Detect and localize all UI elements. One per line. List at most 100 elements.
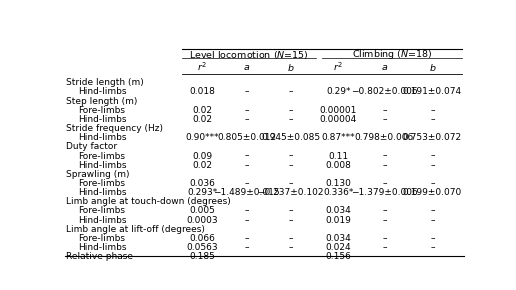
Text: 0.293*: 0.293* xyxy=(187,188,218,197)
Text: –: – xyxy=(244,161,249,170)
Text: 0.156: 0.156 xyxy=(326,252,351,261)
Text: –: – xyxy=(288,216,293,225)
Text: –: – xyxy=(382,106,386,115)
Text: Relative phase: Relative phase xyxy=(67,252,134,261)
Text: –: – xyxy=(382,234,386,243)
Text: Hind-limbs: Hind-limbs xyxy=(78,188,127,197)
Text: Level locomotion ($N$=15): Level locomotion ($N$=15) xyxy=(189,49,309,61)
Text: 0.024: 0.024 xyxy=(326,243,351,252)
Text: –: – xyxy=(382,206,386,215)
Text: –: – xyxy=(430,152,434,161)
Text: –: – xyxy=(382,115,386,124)
Text: $r^2$: $r^2$ xyxy=(198,61,207,73)
Text: Sprawling (m): Sprawling (m) xyxy=(67,170,130,179)
Text: Hind-limbs: Hind-limbs xyxy=(78,133,127,142)
Text: 0.036: 0.036 xyxy=(189,179,215,188)
Text: –: – xyxy=(244,88,249,97)
Text: 0.034: 0.034 xyxy=(326,206,351,215)
Text: −1.489±0.015: −1.489±0.015 xyxy=(213,188,280,197)
Text: 0.29*: 0.29* xyxy=(326,88,351,97)
Text: –: – xyxy=(288,243,293,252)
Text: $a$: $a$ xyxy=(381,63,388,72)
Text: 0.018: 0.018 xyxy=(189,88,215,97)
Text: –: – xyxy=(244,252,249,261)
Text: –: – xyxy=(382,179,386,188)
Text: –: – xyxy=(288,152,293,161)
Text: –: – xyxy=(430,106,434,115)
Text: 0.798±0.006: 0.798±0.006 xyxy=(355,133,414,142)
Text: 0.0003: 0.0003 xyxy=(187,216,218,225)
Text: $b$: $b$ xyxy=(429,62,436,73)
Text: –: – xyxy=(430,234,434,243)
Text: –: – xyxy=(244,106,249,115)
Text: –: – xyxy=(430,243,434,252)
Text: Hind-limbs: Hind-limbs xyxy=(78,115,127,124)
Text: 0.336*: 0.336* xyxy=(323,188,353,197)
Text: Duty factor: Duty factor xyxy=(67,142,118,151)
Text: –: – xyxy=(382,216,386,225)
Text: –: – xyxy=(288,252,293,261)
Text: –: – xyxy=(430,161,434,170)
Text: 0.005: 0.005 xyxy=(189,206,215,215)
Text: Hind-limbs: Hind-limbs xyxy=(78,243,127,252)
Text: 0.11: 0.11 xyxy=(328,152,348,161)
Text: Fore-limbs: Fore-limbs xyxy=(78,152,125,161)
Text: –: – xyxy=(244,179,249,188)
Text: Fore-limbs: Fore-limbs xyxy=(78,106,125,115)
Text: –: – xyxy=(244,243,249,252)
Text: –: – xyxy=(244,234,249,243)
Text: –: – xyxy=(288,161,293,170)
Text: Climbing ($N$=18): Climbing ($N$=18) xyxy=(352,48,433,61)
Text: –: – xyxy=(288,115,293,124)
Text: 0.02: 0.02 xyxy=(192,106,213,115)
Text: 0.02: 0.02 xyxy=(192,115,213,124)
Text: Hind-limbs: Hind-limbs xyxy=(78,161,127,170)
Text: Fore-limbs: Fore-limbs xyxy=(78,206,125,215)
Text: 0.008: 0.008 xyxy=(326,161,351,170)
Text: –: – xyxy=(244,152,249,161)
Text: Limb angle at touch-down (degrees): Limb angle at touch-down (degrees) xyxy=(67,197,231,206)
Text: 0.02: 0.02 xyxy=(192,161,213,170)
Text: 0.066: 0.066 xyxy=(189,234,215,243)
Text: Fore-limbs: Fore-limbs xyxy=(78,179,125,188)
Text: –: – xyxy=(430,216,434,225)
Text: 0.0563: 0.0563 xyxy=(187,243,218,252)
Text: –: – xyxy=(382,252,386,261)
Text: Stride length (m): Stride length (m) xyxy=(67,78,144,87)
Text: Stride frequency (Hz): Stride frequency (Hz) xyxy=(67,124,164,133)
Text: 0.00004: 0.00004 xyxy=(320,115,357,124)
Text: 0.945±0.085: 0.945±0.085 xyxy=(261,133,320,142)
Text: –: – xyxy=(288,88,293,97)
Text: −0.802±0.006: −0.802±0.006 xyxy=(351,88,418,97)
Text: –: – xyxy=(382,161,386,170)
Text: –: – xyxy=(430,206,434,215)
Text: 0.019: 0.019 xyxy=(326,216,351,225)
Text: Limb angle at lift-off (degrees): Limb angle at lift-off (degrees) xyxy=(67,225,205,234)
Text: 0.191±0.074: 0.191±0.074 xyxy=(403,88,462,97)
Text: $b$: $b$ xyxy=(287,62,294,73)
Text: –: – xyxy=(244,206,249,215)
Text: –: – xyxy=(430,115,434,124)
Text: Hind-limbs: Hind-limbs xyxy=(78,216,127,225)
Text: –: – xyxy=(288,106,293,115)
Text: Hind-limbs: Hind-limbs xyxy=(78,88,127,97)
Text: Fore-limbs: Fore-limbs xyxy=(78,234,125,243)
Text: −1.379±0.006: −1.379±0.006 xyxy=(351,188,418,197)
Text: 0.130: 0.130 xyxy=(326,179,351,188)
Text: –: – xyxy=(288,179,293,188)
Text: –: – xyxy=(288,234,293,243)
Text: –: – xyxy=(430,252,434,261)
Text: Step length (m): Step length (m) xyxy=(67,97,138,106)
Text: –: – xyxy=(244,216,249,225)
Text: 0.805±0.012: 0.805±0.012 xyxy=(217,133,276,142)
Text: 0.034: 0.034 xyxy=(326,234,351,243)
Text: –: – xyxy=(430,179,434,188)
Text: –: – xyxy=(244,115,249,124)
Text: 0.09: 0.09 xyxy=(192,152,213,161)
Text: 0.87***: 0.87*** xyxy=(321,133,355,142)
Text: −0.237±0.102: −0.237±0.102 xyxy=(257,188,324,197)
Text: 0.00001: 0.00001 xyxy=(320,106,357,115)
Text: –: – xyxy=(382,152,386,161)
Text: 0.199±0.070: 0.199±0.070 xyxy=(403,188,462,197)
Text: $a$: $a$ xyxy=(243,63,250,72)
